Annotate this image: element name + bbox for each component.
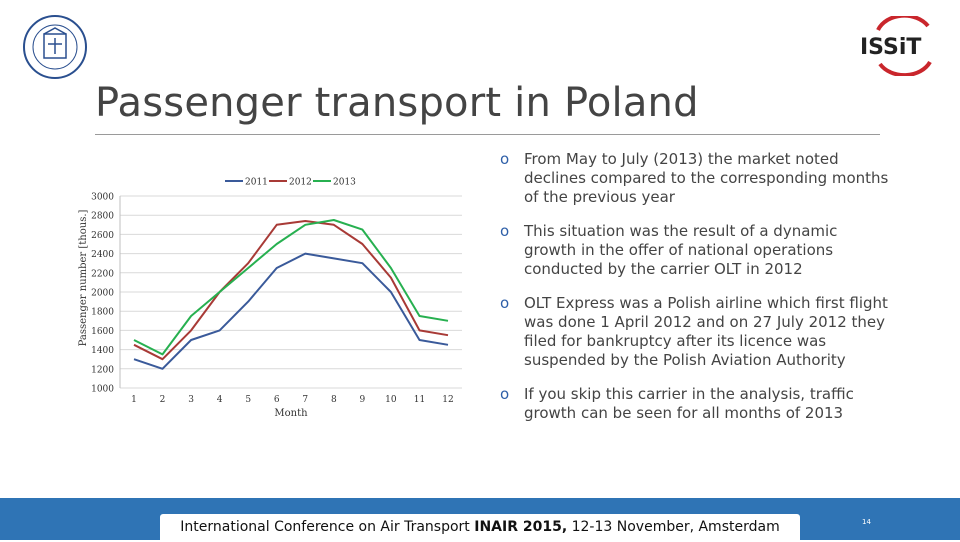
x-axis-label: Month	[274, 408, 308, 419]
y-tick-label: 3000	[91, 193, 114, 203]
svg-text:ISSiT: ISSiT	[860, 35, 921, 60]
x-tick-label: 12	[442, 395, 453, 405]
footer-bar: International Conference on Air Transpor…	[0, 498, 960, 542]
x-tick-label: 2	[160, 395, 166, 405]
series-line-2012	[133, 220, 449, 361]
bullet-marker: o	[500, 150, 510, 168]
bullet-text: OLT Express was a Polish airline which f…	[524, 294, 888, 369]
y-tick-label: 2200	[91, 269, 114, 279]
y-axis-label: Passenger number [thous.]	[78, 209, 89, 346]
x-tick-label: 6	[274, 395, 280, 405]
x-tick-labels: 1 2 3 4 5 6 7 8 9 10 11 12	[131, 395, 454, 405]
y-tick-label: 1600	[91, 327, 114, 337]
x-tick-label: 7	[302, 395, 308, 405]
y-tick-label: 1800	[91, 308, 114, 318]
x-tick-label: 8	[331, 395, 337, 405]
legend-label-2013: 2013	[333, 178, 356, 188]
x-tick-label: 9	[359, 395, 365, 405]
y-tick-label: 2600	[91, 231, 114, 241]
footer-text-bold: INAIR 2015,	[474, 519, 568, 535]
university-seal-logo	[22, 14, 88, 80]
x-tick-label: 10	[385, 395, 397, 405]
passenger-line-chart: 1000 1200 1400 1600 1800 2000 2200 2400 2600 2800…	[72, 168, 470, 422]
bullet-item: o From May to July (2013) the market note…	[500, 150, 890, 207]
chart-gridlines	[119, 195, 462, 389]
page-title: Passenger transport in Poland	[95, 80, 699, 126]
issit-logo: ISSiT	[858, 13, 942, 78]
bullet-list: o From May to July (2013) the market note…	[500, 150, 890, 438]
y-tick-label: 2800	[91, 212, 114, 222]
x-tick-label: 4	[217, 395, 223, 405]
bullet-marker: o	[500, 222, 510, 240]
bullet-text: If you skip this carrier in the analysis…	[524, 385, 854, 422]
series-line-2013	[133, 219, 449, 356]
y-tick-label: 1200	[91, 365, 114, 375]
bullet-item: o OLT Express was a Polish airline which …	[500, 294, 890, 370]
bullet-text: From May to July (2013) the market noted…	[524, 150, 889, 206]
bullet-marker: o	[500, 294, 510, 312]
bullet-text: This situation was the result of a dynam…	[524, 222, 838, 278]
chart-svg: 1000 1200 1400 1600 1800 2000 2200 2400 2600 2800…	[78, 178, 462, 419]
x-tick-label: 1	[131, 395, 137, 405]
chart-series-lines	[133, 219, 449, 370]
y-tick-label: 2400	[91, 250, 114, 260]
footer-conference-text: International Conference on Air Transpor…	[160, 514, 800, 542]
chart-legend: 2011 2012 2013	[225, 178, 356, 188]
y-tick-labels: 1000 1200 1400 1600 1800 2000 2200 2400 2600 2800…	[91, 193, 114, 395]
bullet-marker: o	[500, 385, 510, 403]
x-tick-label: 5	[245, 395, 251, 405]
title-divider	[95, 134, 880, 135]
bullet-item: o This situation was the result of a dyna…	[500, 222, 890, 279]
footer-text-part3: 12-13 November, Amsterdam	[567, 519, 780, 535]
x-tick-label: 11	[414, 395, 425, 405]
page-number: 14	[862, 518, 871, 526]
y-tick-label: 2000	[91, 289, 114, 299]
y-tick-label: 1400	[91, 346, 114, 356]
bullet-item: o If you skip this carrier in the analysi…	[500, 385, 890, 423]
y-tick-label: 1000	[91, 385, 114, 395]
legend-label-2012: 2012	[289, 178, 312, 188]
legend-label-2011: 2011	[245, 178, 268, 188]
x-tick-label: 3	[188, 395, 194, 405]
footer-text-part1: International Conference on Air Transpor…	[180, 519, 475, 535]
series-line-2011	[133, 252, 449, 370]
